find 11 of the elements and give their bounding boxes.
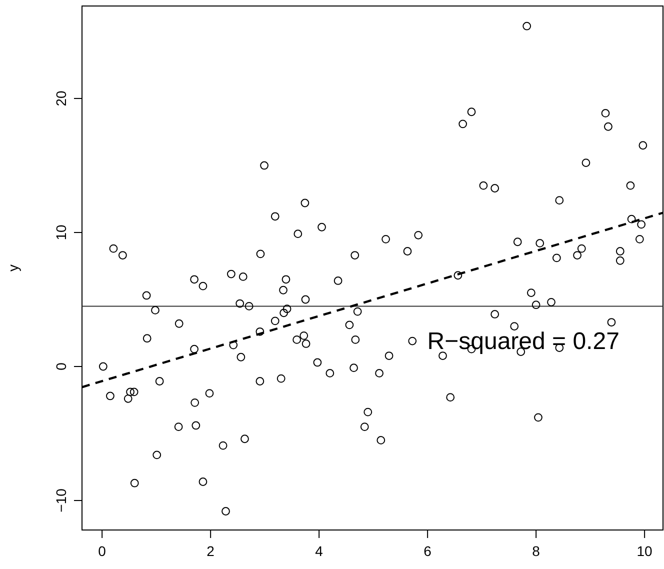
x-tick-label: 4 — [315, 543, 324, 559]
y-tick-label: −10 — [53, 488, 69, 512]
x-tick-label: 2 — [206, 543, 215, 559]
x-tick-label: 10 — [636, 543, 653, 559]
y-tick-label: 0 — [53, 362, 69, 370]
x-tick-label: 6 — [424, 543, 432, 559]
y-tick-label: 10 — [53, 224, 69, 240]
y-axis-title: y — [5, 264, 21, 272]
x-tick-label: 8 — [532, 543, 540, 559]
x-tick-label: 0 — [98, 543, 106, 559]
y-tick-label: 20 — [53, 90, 69, 106]
